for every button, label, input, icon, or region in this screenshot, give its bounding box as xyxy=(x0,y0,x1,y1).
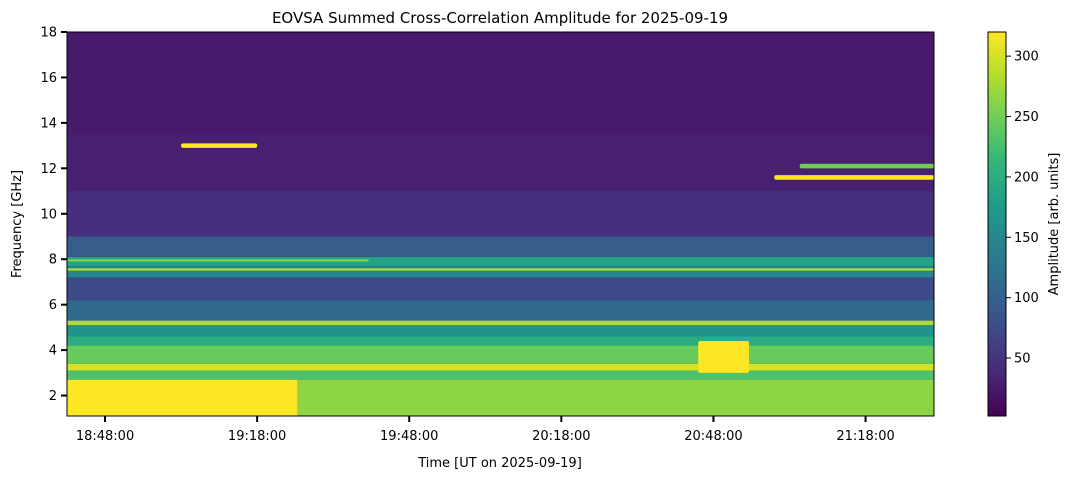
y-tick-label: 10 xyxy=(40,207,57,222)
colorbar-ticks: 50 100 150 200 250 300 xyxy=(1006,50,1039,367)
band-cell xyxy=(67,325,934,337)
band-cell xyxy=(67,300,934,321)
colorbar-tick-label: 50 xyxy=(1014,352,1031,367)
colorbar-tick-label: 300 xyxy=(1014,50,1039,65)
band-cell xyxy=(67,336,934,346)
colorbar-tick-label: 150 xyxy=(1014,231,1039,246)
y-tick-label: 12 xyxy=(40,162,57,177)
bright-feature xyxy=(181,143,258,148)
band-cell xyxy=(67,370,934,380)
x-tick-label: 18:48:00 xyxy=(76,429,134,444)
x-tick-label: 20:48:00 xyxy=(684,429,742,444)
x-tick-label: 19:18:00 xyxy=(228,429,286,444)
x-tick-label: 20:18:00 xyxy=(532,429,590,444)
y-tick-label: 18 xyxy=(40,26,57,41)
colorbar-tick-label: 200 xyxy=(1014,170,1039,185)
y-tick-label: 4 xyxy=(49,344,57,359)
bright-feature xyxy=(67,268,934,271)
bright-feature xyxy=(698,341,749,373)
x-axis: 18:48:00 19:18:00 19:48:00 20:18:00 20:48:00… xyxy=(76,416,895,444)
y-tick-label: 16 xyxy=(40,71,57,86)
band-cell xyxy=(297,379,934,416)
band-cell xyxy=(67,277,934,301)
plot-frame xyxy=(66,31,935,417)
y-tick-label: 14 xyxy=(40,116,57,131)
band-cell xyxy=(67,320,934,326)
band-cell xyxy=(67,345,934,364)
band-cell xyxy=(67,379,298,416)
band-cell xyxy=(67,266,934,278)
bright-feature xyxy=(799,163,934,169)
y-tick-label: 6 xyxy=(49,298,57,313)
x-tick-label: 21:18:00 xyxy=(836,429,894,444)
bright-feature xyxy=(774,175,934,180)
band-cell xyxy=(67,256,934,267)
chart-title: EOVSA Summed Cross-Correlation Amplitude… xyxy=(272,9,728,27)
bright-feature xyxy=(67,259,369,262)
band-cell xyxy=(67,191,934,237)
y-axis-label: Frequency [GHz] xyxy=(10,170,25,278)
colorbar-tick-label: 100 xyxy=(1014,291,1039,306)
colorbar-gradient xyxy=(987,31,1007,417)
band-cell xyxy=(67,134,934,192)
colorbar-tick-label: 250 xyxy=(1014,110,1039,125)
x-tick-label: 19:48:00 xyxy=(380,429,438,444)
x-axis-label: Time [UT on 2025-09-19] xyxy=(417,456,582,471)
y-axis: 2 4 6 8 10 12 14 16 18 xyxy=(40,26,67,404)
y-tick-label: 8 xyxy=(49,253,57,268)
bright-features xyxy=(67,143,934,373)
band-cell xyxy=(67,236,934,257)
plot-area xyxy=(67,32,934,416)
band-cell xyxy=(67,363,934,371)
colorbar: 50 100 150 200 250 300 Amplitude [arb. units] xyxy=(987,31,1062,417)
y-tick-label: 2 xyxy=(49,389,57,404)
colorbar-label: Amplitude [arb. units] xyxy=(1047,153,1062,296)
